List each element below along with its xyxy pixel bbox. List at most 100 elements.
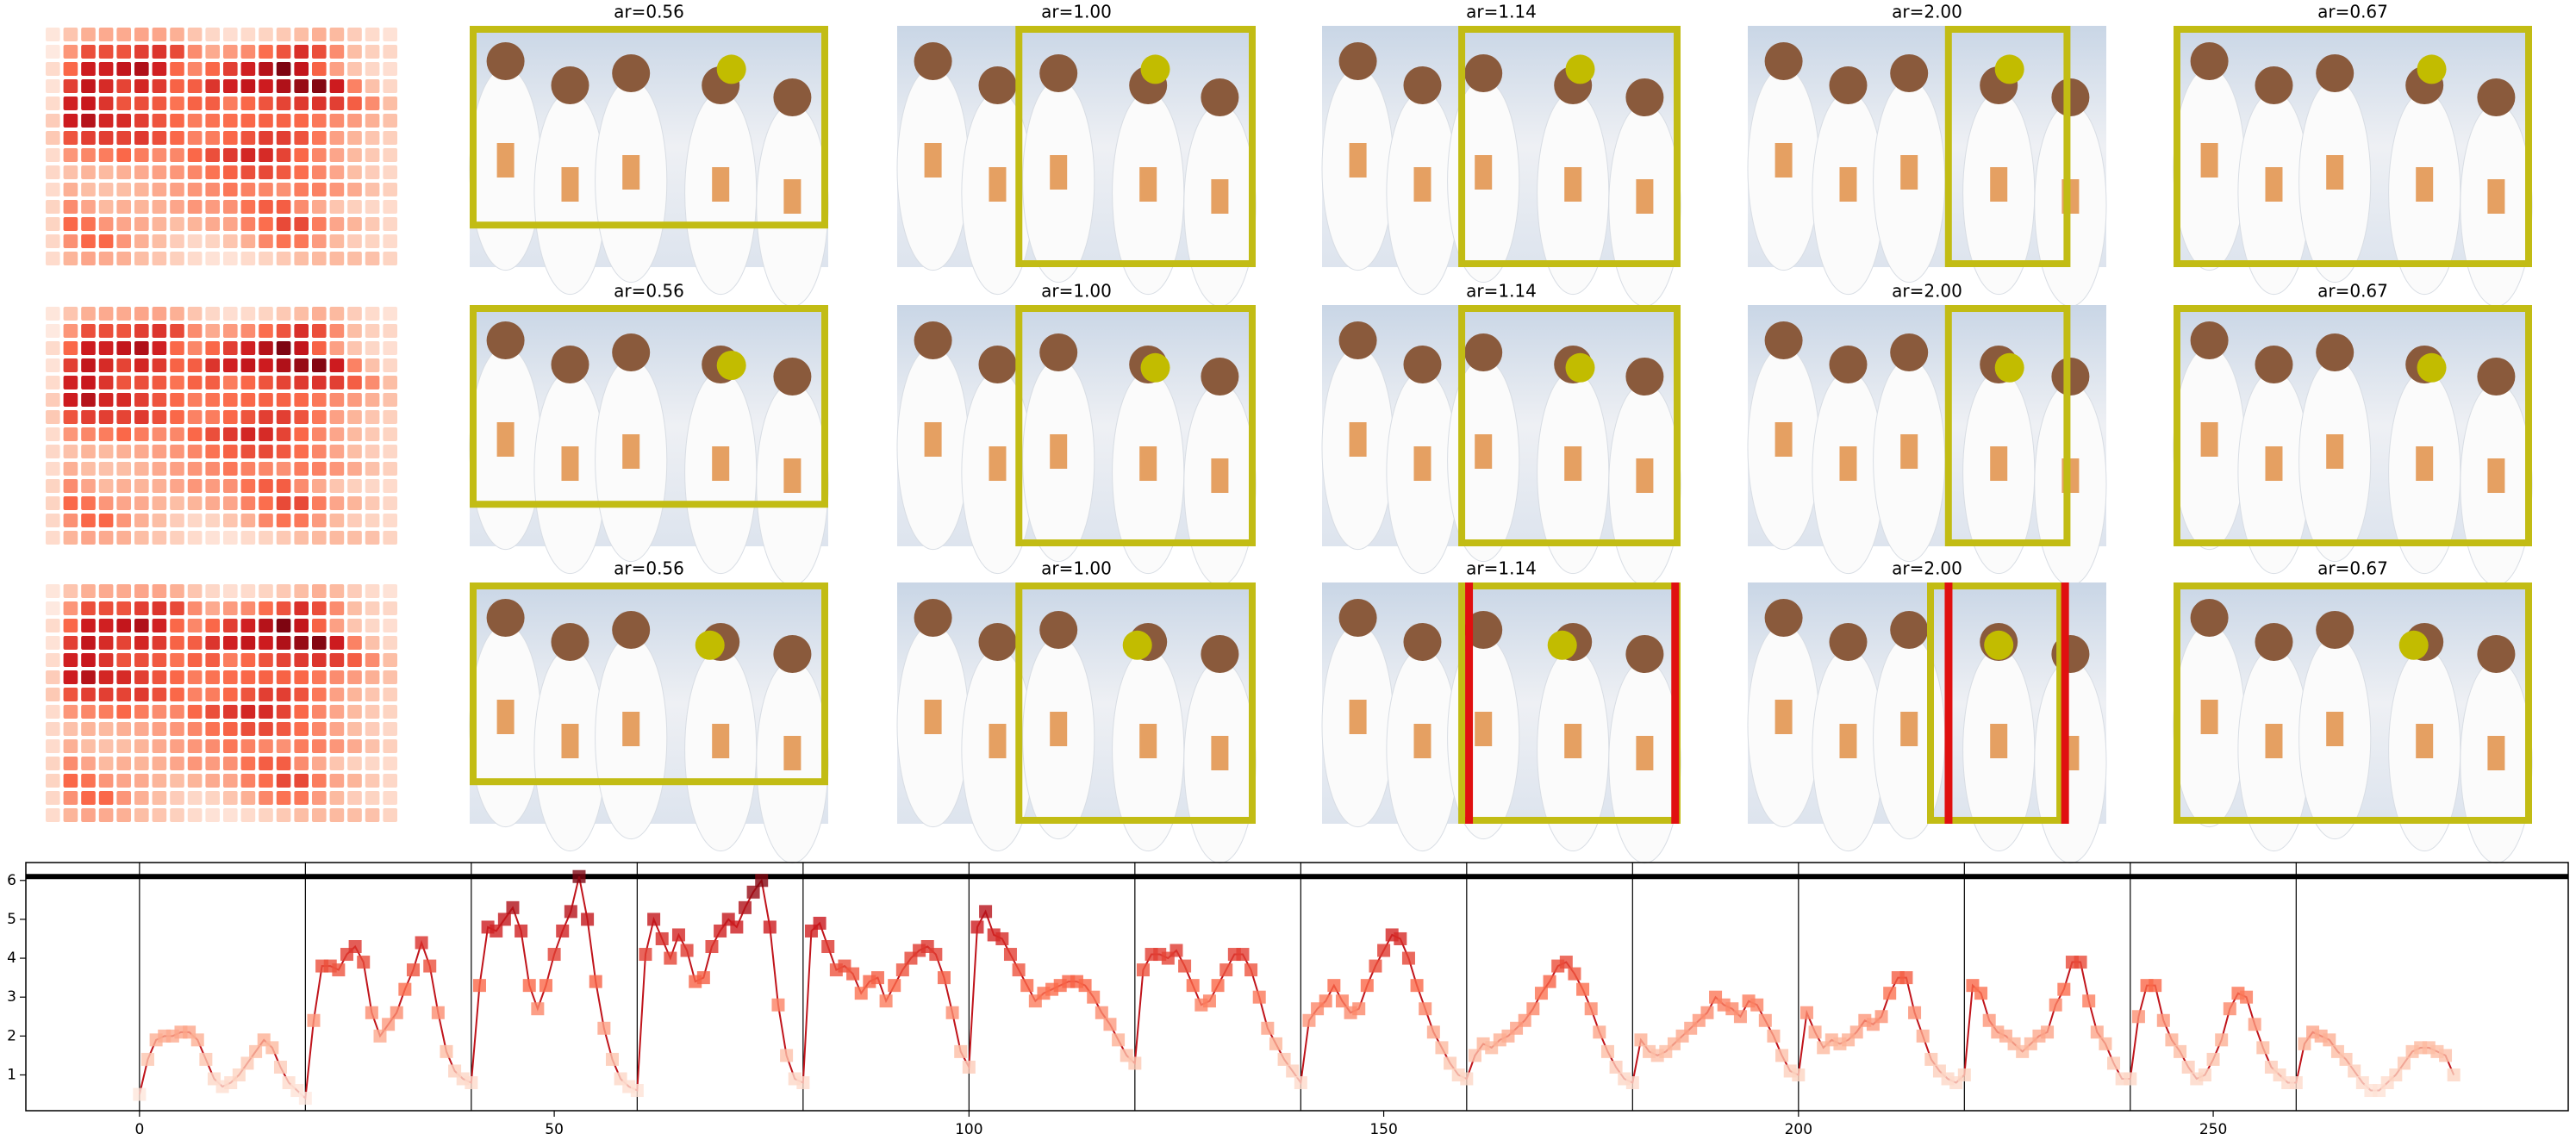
heatmap-cell [312, 341, 327, 355]
heatmap-cell [365, 341, 380, 355]
heatmap-cell [116, 324, 131, 338]
heatmap-cell [294, 376, 309, 389]
heatmap-cell [329, 688, 345, 701]
heatmap-cell [312, 462, 327, 476]
data-marker [696, 971, 710, 985]
heatmap-cell [170, 252, 184, 265]
data-marker [539, 979, 552, 993]
photo-head [1039, 611, 1078, 649]
photo-head [2316, 611, 2355, 649]
heatmap-cell [205, 808, 220, 822]
heatmap-cell [63, 739, 78, 753]
heatmap-cell [240, 410, 256, 424]
heatmap-cell [152, 131, 167, 145]
heatmap-cell [329, 358, 345, 372]
heatmap-cell [329, 653, 345, 667]
heatmap-cell [365, 97, 380, 110]
data-marker [2439, 1049, 2453, 1062]
heatmap-cell [63, 531, 78, 545]
heatmap-cell [223, 324, 238, 338]
heatmap-cell [365, 376, 380, 389]
photo-number [2416, 446, 2434, 481]
data-marker [2206, 1052, 2220, 1066]
heatmap-cell [81, 393, 96, 407]
data-marker [2323, 1033, 2336, 1047]
heatmap-cell [116, 479, 131, 493]
heatmap-cell [46, 45, 60, 59]
data-marker [2240, 990, 2254, 1004]
heatmap-cell [81, 376, 96, 389]
data-marker [605, 1052, 619, 1066]
photo-head [1764, 42, 1803, 80]
heatmap-cell [329, 808, 345, 822]
gaze-point [1994, 54, 2024, 84]
panel-title: ar=1.00 [1041, 281, 1112, 302]
heatmap-cell [259, 28, 273, 41]
photo-number [1475, 712, 1493, 746]
heatmap-cell [383, 376, 397, 389]
heatmap-cell [98, 97, 114, 110]
heatmap-cell [205, 496, 220, 510]
heatmap-cell [347, 462, 362, 476]
data-marker [1219, 963, 1233, 977]
heatmap-cell [134, 445, 149, 458]
heatmap-cell [223, 79, 238, 93]
heatmap-cell [365, 45, 380, 59]
heatmap-cell [134, 739, 149, 753]
heatmap-cell [223, 376, 238, 389]
data-marker [2339, 1052, 2353, 1066]
photo-panel [469, 26, 829, 308]
heatmap-cell [152, 636, 167, 650]
heatmap-cell [294, 234, 309, 248]
heatmap-cell [81, 358, 96, 372]
photo-panel [2173, 26, 2533, 308]
heatmap-cell [294, 410, 309, 424]
heatmap-cell [98, 148, 114, 162]
heatmap-cell [81, 619, 96, 632]
heatmap-cell [329, 410, 345, 424]
heatmap-cell [205, 791, 220, 805]
photo-panel [1747, 26, 2107, 308]
data-marker [390, 1006, 403, 1019]
heatmap-cell [347, 148, 362, 162]
heatmap-cell [46, 479, 60, 493]
data-marker [1087, 990, 1101, 1004]
heatmap-cell [46, 252, 60, 265]
heatmap-cell [134, 165, 149, 179]
heatmap-cell [294, 688, 309, 701]
x-tick-label: 100 [955, 1121, 982, 1138]
data-marker [2298, 1037, 2311, 1050]
heatmap-cell [294, 252, 309, 265]
gaze-point [1140, 352, 1170, 383]
heatmap-cell [134, 619, 149, 632]
heatmap-cell [205, 514, 220, 527]
data-marker [671, 928, 685, 942]
heatmap-cell [81, 45, 96, 59]
heatmap-cell [365, 307, 380, 321]
heatmap-cell [98, 200, 114, 214]
data-marker [1625, 1075, 1639, 1089]
heatmap-cell [365, 653, 380, 667]
data-marker [1360, 979, 1374, 993]
heatmap-cell [81, 183, 96, 196]
heatmap-cell [294, 79, 309, 93]
data-marker [1600, 1044, 1614, 1058]
data-marker [630, 1084, 644, 1098]
heatmap-cell [383, 584, 397, 598]
heatmap-cell [116, 653, 131, 667]
photo-head [1201, 635, 1239, 673]
heatmap-cell [365, 200, 380, 214]
data-marker [2165, 1033, 2179, 1047]
heatmap-cell [81, 653, 96, 667]
data-marker [1003, 948, 1017, 962]
heatmap-cell [329, 496, 345, 510]
heatmap-cell [259, 496, 273, 510]
heatmap-cell [240, 393, 256, 407]
heatmap-cell [116, 531, 131, 545]
bounding-box [470, 582, 828, 786]
photo-head [978, 346, 1017, 383]
heatmap-cell [259, 791, 273, 805]
photo-head [2255, 623, 2293, 661]
heatmap-cell [312, 97, 327, 110]
data-marker [2248, 1018, 2261, 1031]
